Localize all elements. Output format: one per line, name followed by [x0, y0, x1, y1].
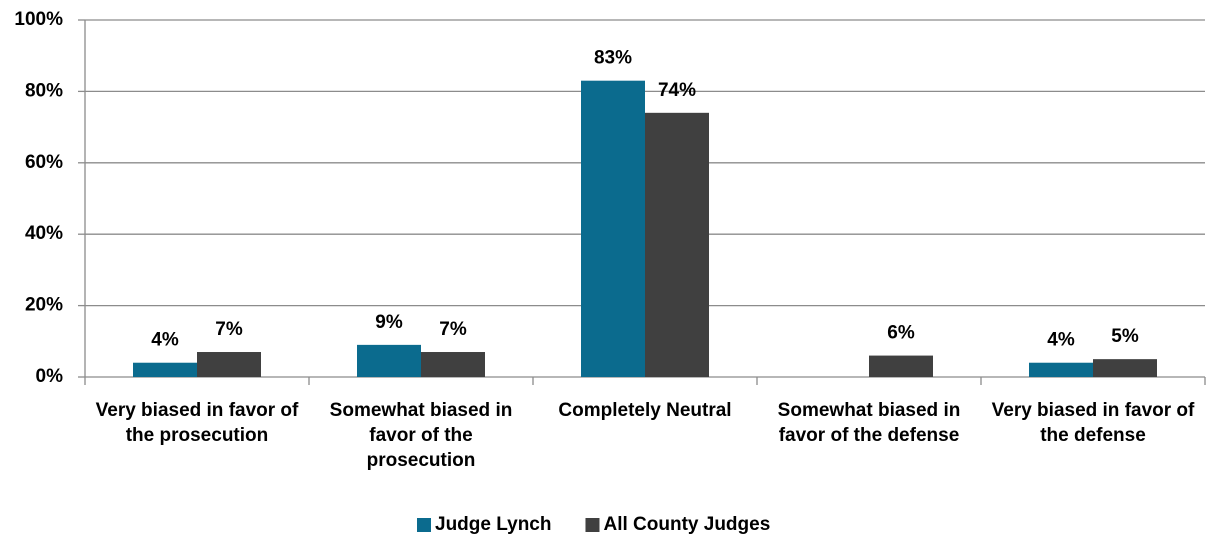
bar	[357, 344, 421, 377]
y-tick-label: 100%	[14, 9, 63, 30]
legend-label: Judge Lynch	[435, 514, 551, 535]
value-label: 4%	[151, 330, 179, 351]
value-label: 7%	[215, 319, 243, 340]
value-label: 83%	[594, 48, 632, 69]
bar	[133, 362, 197, 377]
y-tick-label: 80%	[25, 80, 63, 101]
value-label: 9%	[375, 312, 403, 333]
x-tick-label: Very biased in favor of the defense	[991, 400, 1195, 446]
y-tick-label: 0%	[36, 366, 64, 387]
y-tick-label: 20%	[25, 295, 63, 316]
x-tick-label: Somewhat biased in favor of the defense	[777, 400, 961, 446]
bar	[1093, 359, 1157, 377]
bar	[1029, 362, 1093, 377]
value-label: 5%	[1111, 326, 1139, 347]
bar	[197, 352, 261, 377]
legend-swatch	[585, 518, 600, 532]
legend-label: All County Judges	[603, 514, 770, 535]
bar	[645, 112, 709, 377]
bar	[869, 355, 933, 377]
y-tick-label: 40%	[25, 223, 63, 244]
value-label: 4%	[1047, 330, 1075, 351]
value-label: 74%	[658, 80, 696, 101]
x-tick-label: Very biased in favor of the prosecution	[95, 400, 299, 446]
x-tick-label: Somewhat biased in favor of the prosecut…	[329, 400, 513, 471]
value-label: 7%	[439, 319, 467, 340]
bar	[581, 80, 645, 377]
value-label: 6%	[887, 323, 915, 344]
x-tick-label: Completely Neutral	[558, 400, 732, 421]
legend-swatch	[417, 518, 431, 532]
y-tick-label: 60%	[25, 152, 63, 173]
bar	[421, 352, 485, 377]
